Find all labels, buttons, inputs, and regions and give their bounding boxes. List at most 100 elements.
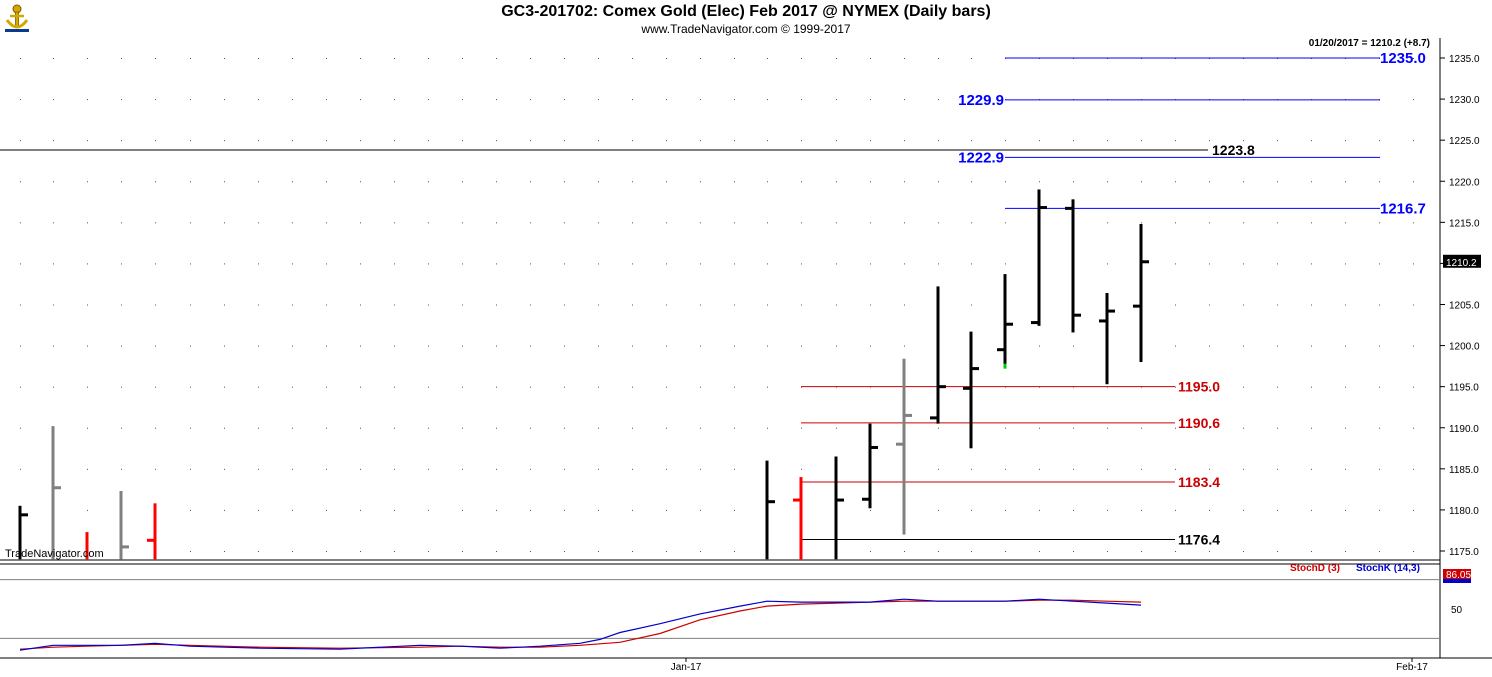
green-marker (1003, 363, 1007, 369)
grid-dot (904, 99, 905, 101)
grid-dot (360, 386, 361, 388)
grid-dot (632, 427, 633, 429)
bar-close-tick (1006, 322, 1013, 326)
last-bar-info: 01/20/2017 = 1210.2 (+8.7) (1309, 38, 1430, 49)
grid-dot (360, 427, 361, 429)
price-bar (153, 503, 157, 560)
grid-dot (632, 181, 633, 183)
grid-dot (801, 427, 802, 429)
grid-dot (258, 345, 259, 347)
grid-dot (1311, 222, 1312, 224)
price-tick-label: 1180.0 (1449, 506, 1479, 517)
bar-open-tick (930, 416, 937, 420)
grid-dot (1345, 551, 1346, 552)
grid-dot (1209, 304, 1210, 306)
grid-dot (224, 304, 225, 306)
grid-dot (564, 551, 565, 552)
grid-dot (1413, 304, 1414, 306)
grid-dot (598, 551, 599, 552)
grid-dot (20, 468, 21, 470)
grid-dot (1175, 140, 1176, 142)
grid-dot (767, 99, 768, 101)
grid-dot (767, 263, 768, 265)
grid-dot (801, 345, 802, 347)
level-label: 1223.8 (1212, 142, 1255, 158)
grid-dot (394, 99, 395, 101)
chart-title: GC3-201702: Comex Gold (Elec) Feb 2017 @… (501, 3, 991, 20)
grid-dot (1209, 427, 1210, 429)
grid-dot (53, 304, 54, 306)
grid-dot (1175, 304, 1176, 306)
grid-dot (632, 222, 633, 224)
price-bars (18, 189, 1149, 560)
grid-dot (1311, 427, 1312, 429)
grid-dot (1039, 468, 1040, 470)
grid-dot (1277, 551, 1278, 552)
grid-dot (155, 386, 156, 388)
grid-dot (121, 222, 122, 224)
grid-dot (700, 140, 701, 142)
grid-dot (428, 345, 429, 347)
trade-navigator-logo-icon (2, 2, 32, 34)
grid-dot (20, 304, 21, 306)
stochastic-panel (0, 579, 1440, 651)
grid-dot (428, 181, 429, 183)
grid-dot (292, 140, 293, 142)
grid-dot (1209, 386, 1210, 388)
grid-dot (258, 427, 259, 429)
svg-text:1210.2: 1210.2 (1446, 258, 1477, 269)
grid-dot (904, 140, 905, 142)
grid-dot (190, 58, 191, 59)
grid-dot (598, 263, 599, 265)
grid-dot (20, 181, 21, 183)
price-axis: 1175.0 1180.0 1185.0 1190.0 1195.0 1200.0 1205… (1440, 54, 1480, 558)
grid-dot (1073, 427, 1074, 429)
grid-dot (767, 304, 768, 306)
grid-dot (1107, 222, 1108, 224)
grid-dot (190, 263, 191, 265)
grid-dot (1379, 263, 1380, 265)
grid-dot (258, 509, 259, 511)
price-bar (834, 456, 838, 560)
grid-dot (360, 58, 361, 59)
grid-dot (87, 181, 88, 183)
grid-dot (734, 58, 735, 59)
grid-dot (971, 551, 972, 552)
grid-dot (258, 140, 259, 142)
grid-dot (1005, 263, 1006, 265)
grid-dot (121, 140, 122, 142)
grid-dot (564, 509, 565, 511)
grid-dot (938, 551, 939, 552)
date-axis: Jan-17 Feb-17 (671, 658, 1428, 673)
price-bar (51, 426, 55, 560)
grid-dot (224, 263, 225, 265)
grid-dot (1379, 304, 1380, 306)
grid-dot (564, 58, 565, 59)
price-tick-label: 1195.0 (1449, 383, 1479, 394)
grid-dot (666, 345, 667, 347)
grid-dot (20, 427, 21, 429)
grid-dot (1107, 468, 1108, 470)
grid-dot (1175, 181, 1176, 183)
grid-dot (462, 140, 463, 142)
grid-dot (632, 99, 633, 101)
grid-dot (1141, 140, 1142, 142)
grid-dot (1209, 345, 1210, 347)
grid-dot (87, 222, 88, 224)
grid-dot (1379, 345, 1380, 347)
grid-dot (394, 386, 395, 388)
grid-dot (496, 181, 497, 183)
grid-dot (1243, 551, 1244, 552)
grid-dot (1039, 551, 1040, 552)
grid-dot (1243, 427, 1244, 429)
stoch-tick-label: 50 (1451, 605, 1463, 616)
grid-dot (734, 509, 735, 511)
grid-dot (564, 468, 565, 470)
grid-dot (700, 181, 701, 183)
grid-dot (1379, 551, 1380, 552)
grid-dot (87, 263, 88, 265)
grid-dot (1277, 386, 1278, 388)
grid-dot (121, 99, 122, 101)
grid-dot (462, 427, 463, 429)
